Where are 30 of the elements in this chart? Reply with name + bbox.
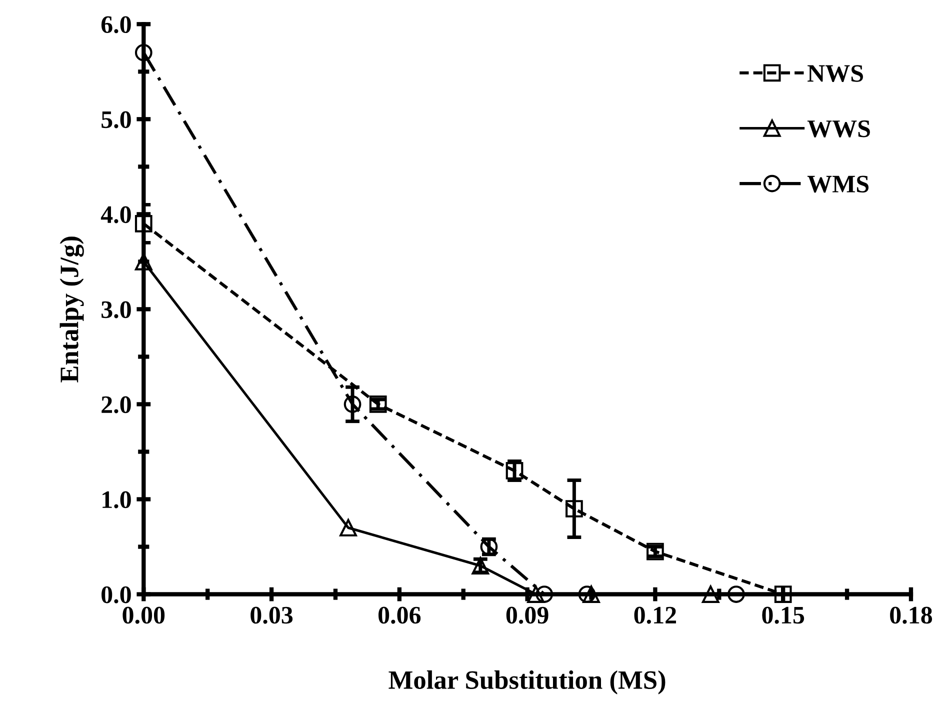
point — [728, 586, 745, 603]
y-tick-label: 6.0 — [101, 16, 131, 34]
point — [506, 462, 524, 480]
point — [340, 519, 357, 536]
point — [134, 44, 152, 62]
y-tick-label: 0.0 — [102, 586, 131, 604]
point — [536, 586, 554, 603]
x-tick-label: 0.06 — [378, 606, 421, 624]
point — [134, 215, 152, 232]
x-tick-label: 0.00 — [122, 606, 165, 624]
y-tick-label: 2.0 — [102, 396, 131, 414]
x-tick-label: 0.18 — [890, 606, 932, 624]
x-tick-label: 0.15 — [762, 606, 804, 624]
x-tick-label: 0.09 — [506, 606, 548, 624]
point — [344, 396, 362, 413]
legend-label: WWS — [807, 120, 870, 138]
x-tick-label: 0.12 — [634, 606, 676, 624]
y-tick-label: 3.0 — [102, 301, 131, 318]
point — [774, 586, 792, 603]
x-tick-label: 0.03 — [250, 606, 293, 624]
legend-label: NWS — [808, 65, 863, 82]
y-axis-title: Entalpy (J/g) — [60, 236, 84, 382]
y-tick-label: 1.0 — [102, 491, 131, 508]
point — [702, 586, 720, 603]
point — [527, 586, 545, 603]
x-axis-title: Molar Substitution (MS) — [388, 670, 666, 694]
point — [566, 500, 583, 518]
y-tick-label: 4.0 — [100, 206, 131, 224]
legend-label: WMS — [807, 176, 869, 193]
y-tick-label: 5.0 — [102, 111, 131, 128]
